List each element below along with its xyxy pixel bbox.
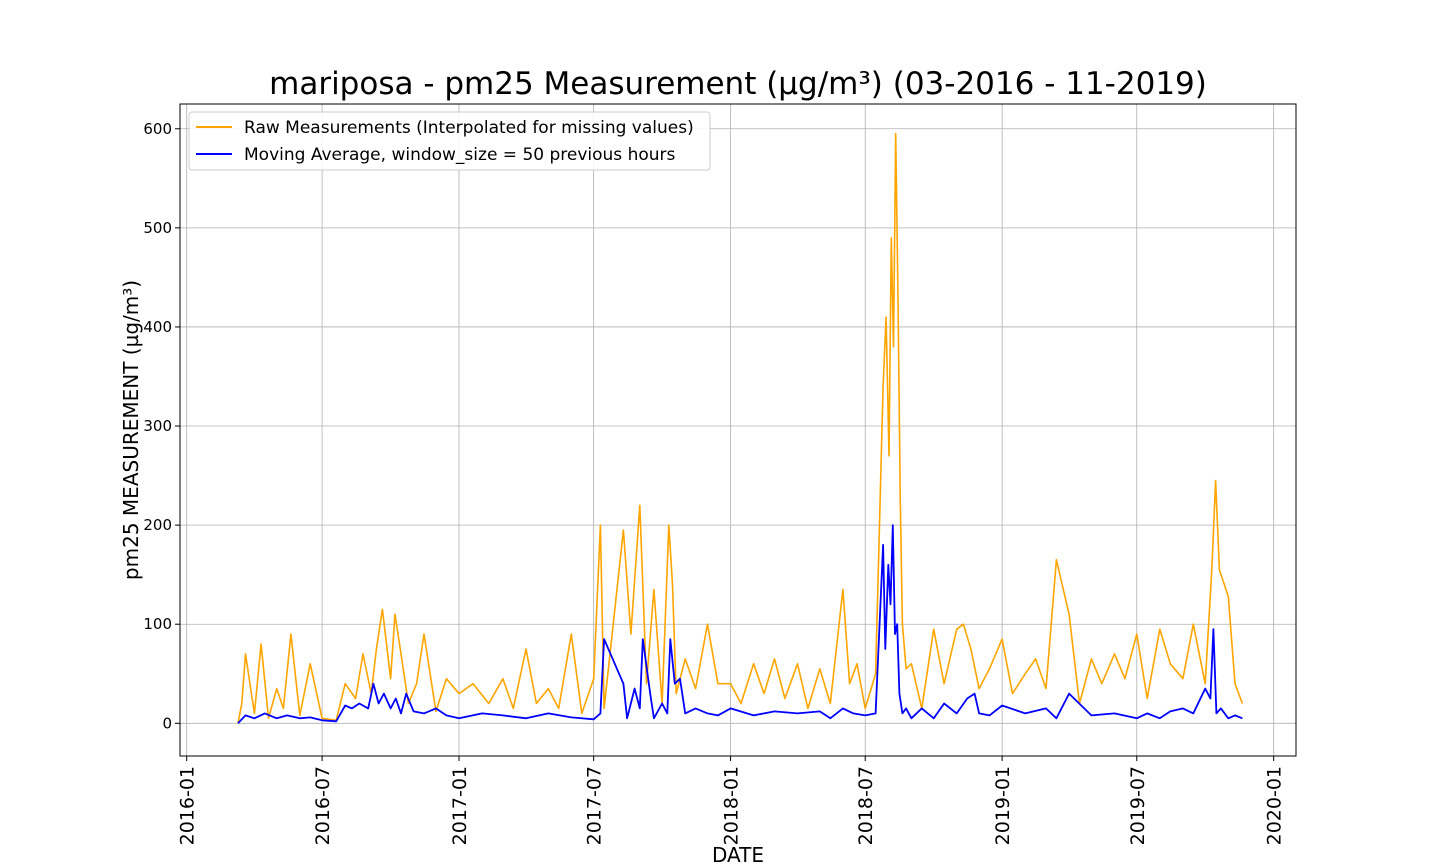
y-tick-label: 500 (143, 219, 172, 237)
legend-box (188, 111, 711, 171)
y-tick-label: 200 (143, 516, 172, 534)
y-tick-label: 100 (143, 615, 172, 633)
x-tick-label: 2016-01 (177, 766, 199, 845)
y-tick-label: 0 (162, 714, 172, 732)
y-tick-label: 600 (143, 120, 172, 138)
plot-frame (179, 103, 1297, 757)
y-tick-label: 400 (143, 318, 172, 336)
y-axis-label: pm25 MEASUREMENT (µg/m³) (119, 280, 143, 580)
x-tick-label: 2017-01 (449, 766, 471, 845)
plot-area (237, 132, 1244, 724)
grid-lines (180, 104, 1296, 756)
x-tick-label: 2018-07 (855, 766, 877, 845)
series-raw-line (237, 132, 1244, 724)
x-tick-label: 2017-07 (584, 766, 606, 845)
axis-ticks: 0 100 200 300 400 500 600 2016-01 2016-07 2017-01… (143, 120, 1285, 846)
x-tick-label: 2020-01 (1264, 766, 1286, 845)
legend: Raw Measurements (Interpolated for missi… (188, 111, 711, 171)
x-tick-label: 2019-07 (1127, 766, 1149, 845)
legend-label-average: Moving Average, window_size = 50 previou… (244, 145, 676, 165)
x-tick-label: 2018-01 (721, 766, 743, 845)
y-tick-label: 300 (143, 417, 172, 435)
series-moving-average-line (237, 524, 1243, 724)
legend-label-raw: Raw Measurements (Interpolated for missi… (244, 118, 694, 138)
x-axis-label: DATE (712, 843, 764, 864)
x-tick-label: 2016-07 (312, 766, 334, 845)
x-tick-label: 2019-01 (992, 766, 1014, 845)
chart-title: mariposa - pm25 Measurement (µg/m³) (03-… (269, 66, 1207, 102)
